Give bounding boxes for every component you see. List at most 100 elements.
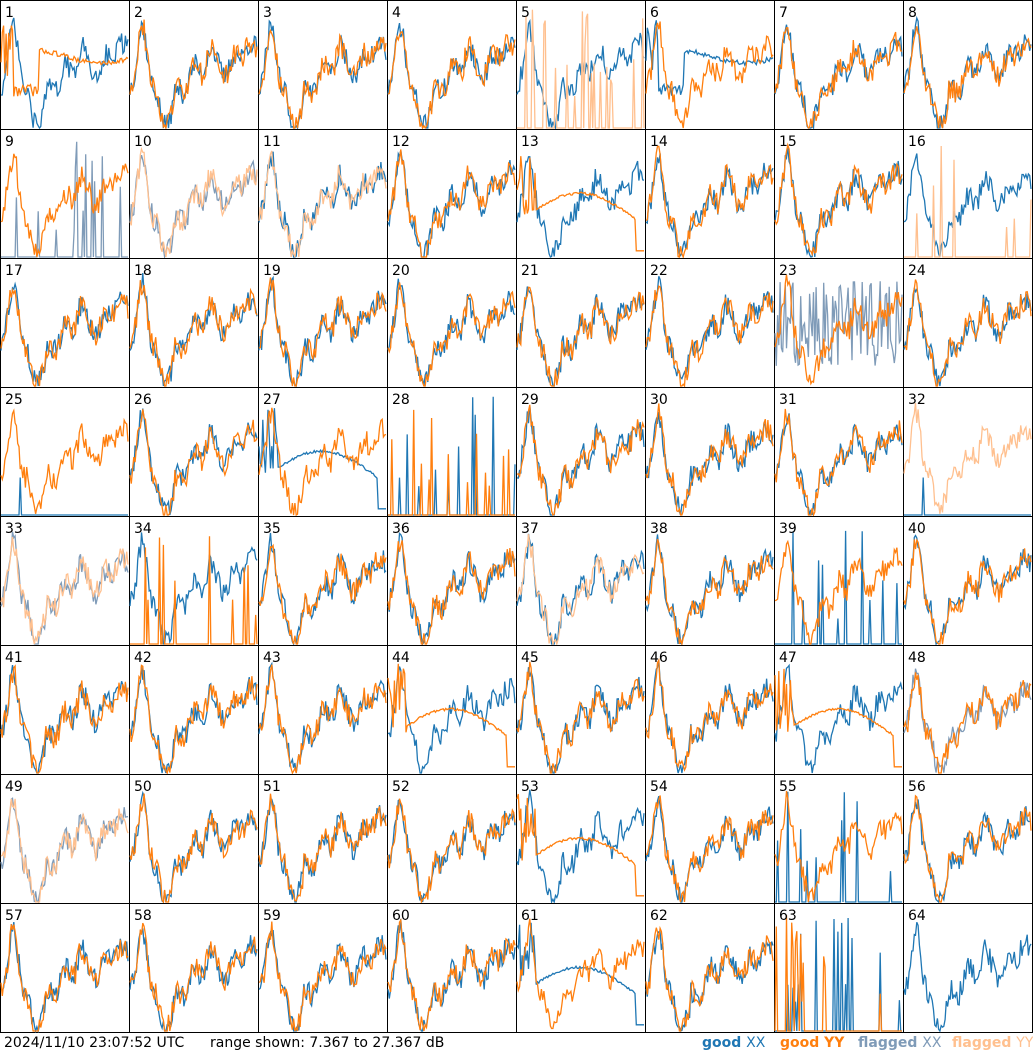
panel-label: 18 bbox=[134, 263, 152, 279]
panel-label: 60 bbox=[392, 908, 410, 924]
yy-line bbox=[903, 403, 1032, 514]
panel-11: 11 bbox=[258, 129, 388, 259]
panel-label: 3 bbox=[263, 5, 272, 21]
xx-line bbox=[645, 660, 774, 774]
panel-label: 14 bbox=[650, 134, 668, 150]
panel-frame bbox=[258, 645, 388, 775]
panel-47: 47 bbox=[774, 645, 904, 775]
yy-line bbox=[516, 793, 644, 897]
yy-line bbox=[0, 798, 129, 903]
yy-line bbox=[258, 543, 387, 645]
panel-58: 58 bbox=[129, 903, 259, 1033]
panel-frame bbox=[0, 903, 130, 1033]
panel-31: 31 bbox=[774, 387, 904, 518]
legend-flagged-xx-a: flagged bbox=[858, 1035, 918, 1051]
panel-30: 30 bbox=[645, 387, 775, 517]
panel-label: 13 bbox=[521, 134, 539, 150]
panel-label: 35 bbox=[263, 521, 281, 537]
panel-label: 56 bbox=[908, 779, 926, 795]
panel-frame bbox=[258, 258, 388, 388]
panel-label: 34 bbox=[134, 521, 152, 537]
panel-label: 15 bbox=[779, 134, 797, 150]
timestamp-label: 2024/11/10 23:07:52 UTC bbox=[4, 1035, 185, 1051]
yy-line bbox=[0, 664, 129, 774]
yy-line bbox=[516, 534, 645, 647]
panel-20: 20 bbox=[387, 258, 517, 388]
legend-good-xx-a: good bbox=[702, 1035, 742, 1051]
panel-frame bbox=[387, 129, 517, 259]
xx-line bbox=[903, 799, 1032, 904]
panel-label: 25 bbox=[5, 392, 23, 408]
panel-29: 29 bbox=[516, 387, 646, 517]
panel-6: 6 bbox=[645, 0, 775, 130]
panel-42: 42 bbox=[129, 645, 259, 775]
panel-label: 10 bbox=[134, 134, 152, 150]
panel-16: 16 bbox=[903, 129, 1033, 259]
panel-label: 9 bbox=[5, 134, 14, 150]
yy-line bbox=[903, 538, 1032, 645]
yy-line bbox=[774, 27, 903, 129]
panel-label: 24 bbox=[908, 263, 926, 279]
yy-line bbox=[0, 408, 129, 514]
panel-label: 8 bbox=[908, 5, 917, 21]
panel-label: 55 bbox=[779, 779, 797, 795]
panel-label: 52 bbox=[392, 779, 410, 795]
yy-line bbox=[387, 663, 515, 768]
yy-line bbox=[0, 25, 129, 97]
range-label: range shown: 7.367 to 27.367 dB bbox=[210, 1035, 445, 1051]
yy-line bbox=[517, 9, 645, 129]
panel-49: 49 bbox=[0, 774, 130, 904]
panel-21: 21 bbox=[516, 258, 646, 388]
yy-line bbox=[387, 282, 516, 387]
panel-13: 13 bbox=[516, 129, 646, 259]
panel-frame bbox=[387, 903, 517, 1033]
panel-2: 2 bbox=[129, 0, 259, 131]
yy-line bbox=[129, 146, 258, 258]
panel-52: 52 bbox=[387, 774, 517, 904]
panel-frame bbox=[129, 258, 259, 388]
yy-line bbox=[129, 409, 258, 516]
panel-39: 39 bbox=[774, 516, 904, 646]
panel-frame bbox=[774, 387, 904, 517]
yy-line bbox=[516, 156, 644, 252]
xx-line bbox=[516, 789, 645, 905]
xx-line bbox=[775, 530, 902, 645]
panel-label: 4 bbox=[392, 5, 401, 21]
panel-62: 62 bbox=[645, 903, 775, 1033]
panel-label: 51 bbox=[263, 779, 281, 795]
xx-line bbox=[516, 18, 645, 130]
yy-line bbox=[258, 150, 387, 258]
yy-line bbox=[129, 280, 258, 387]
yy-line bbox=[0, 924, 129, 1032]
panel-label: 59 bbox=[263, 908, 281, 924]
yy-line bbox=[258, 664, 387, 775]
panel-15: 15 bbox=[774, 129, 904, 259]
yy-line bbox=[258, 921, 387, 1032]
panel-label: 39 bbox=[779, 521, 797, 537]
yy-line bbox=[0, 536, 129, 645]
yy-line bbox=[129, 19, 258, 131]
panel-51: 51 bbox=[258, 774, 388, 904]
xx-line bbox=[645, 534, 774, 646]
panel-50: 50 bbox=[129, 774, 259, 904]
panel-label: 41 bbox=[5, 650, 23, 666]
legend-flagged-yy-b: YY bbox=[1016, 1035, 1033, 1051]
legend-good-xx: good XX bbox=[702, 1034, 765, 1052]
panel-label: 48 bbox=[908, 650, 926, 666]
panel-label: 32 bbox=[908, 392, 926, 408]
panel-label: 1 bbox=[5, 5, 14, 21]
yy-line bbox=[645, 925, 774, 1032]
xx-line bbox=[258, 151, 387, 258]
xx-line bbox=[775, 791, 902, 903]
panel-37: 37 bbox=[516, 516, 646, 647]
xx-line bbox=[1, 477, 128, 516]
yy-line bbox=[387, 540, 516, 645]
panel-frame bbox=[258, 516, 388, 646]
yy-line bbox=[516, 404, 645, 516]
yy-line bbox=[258, 793, 387, 902]
panel-label: 58 bbox=[134, 908, 152, 924]
panel-label: 57 bbox=[5, 908, 23, 924]
xx-line bbox=[774, 663, 903, 774]
legend-good-xx-b: XX bbox=[746, 1035, 766, 1051]
panel-1: 1 bbox=[0, 0, 130, 130]
